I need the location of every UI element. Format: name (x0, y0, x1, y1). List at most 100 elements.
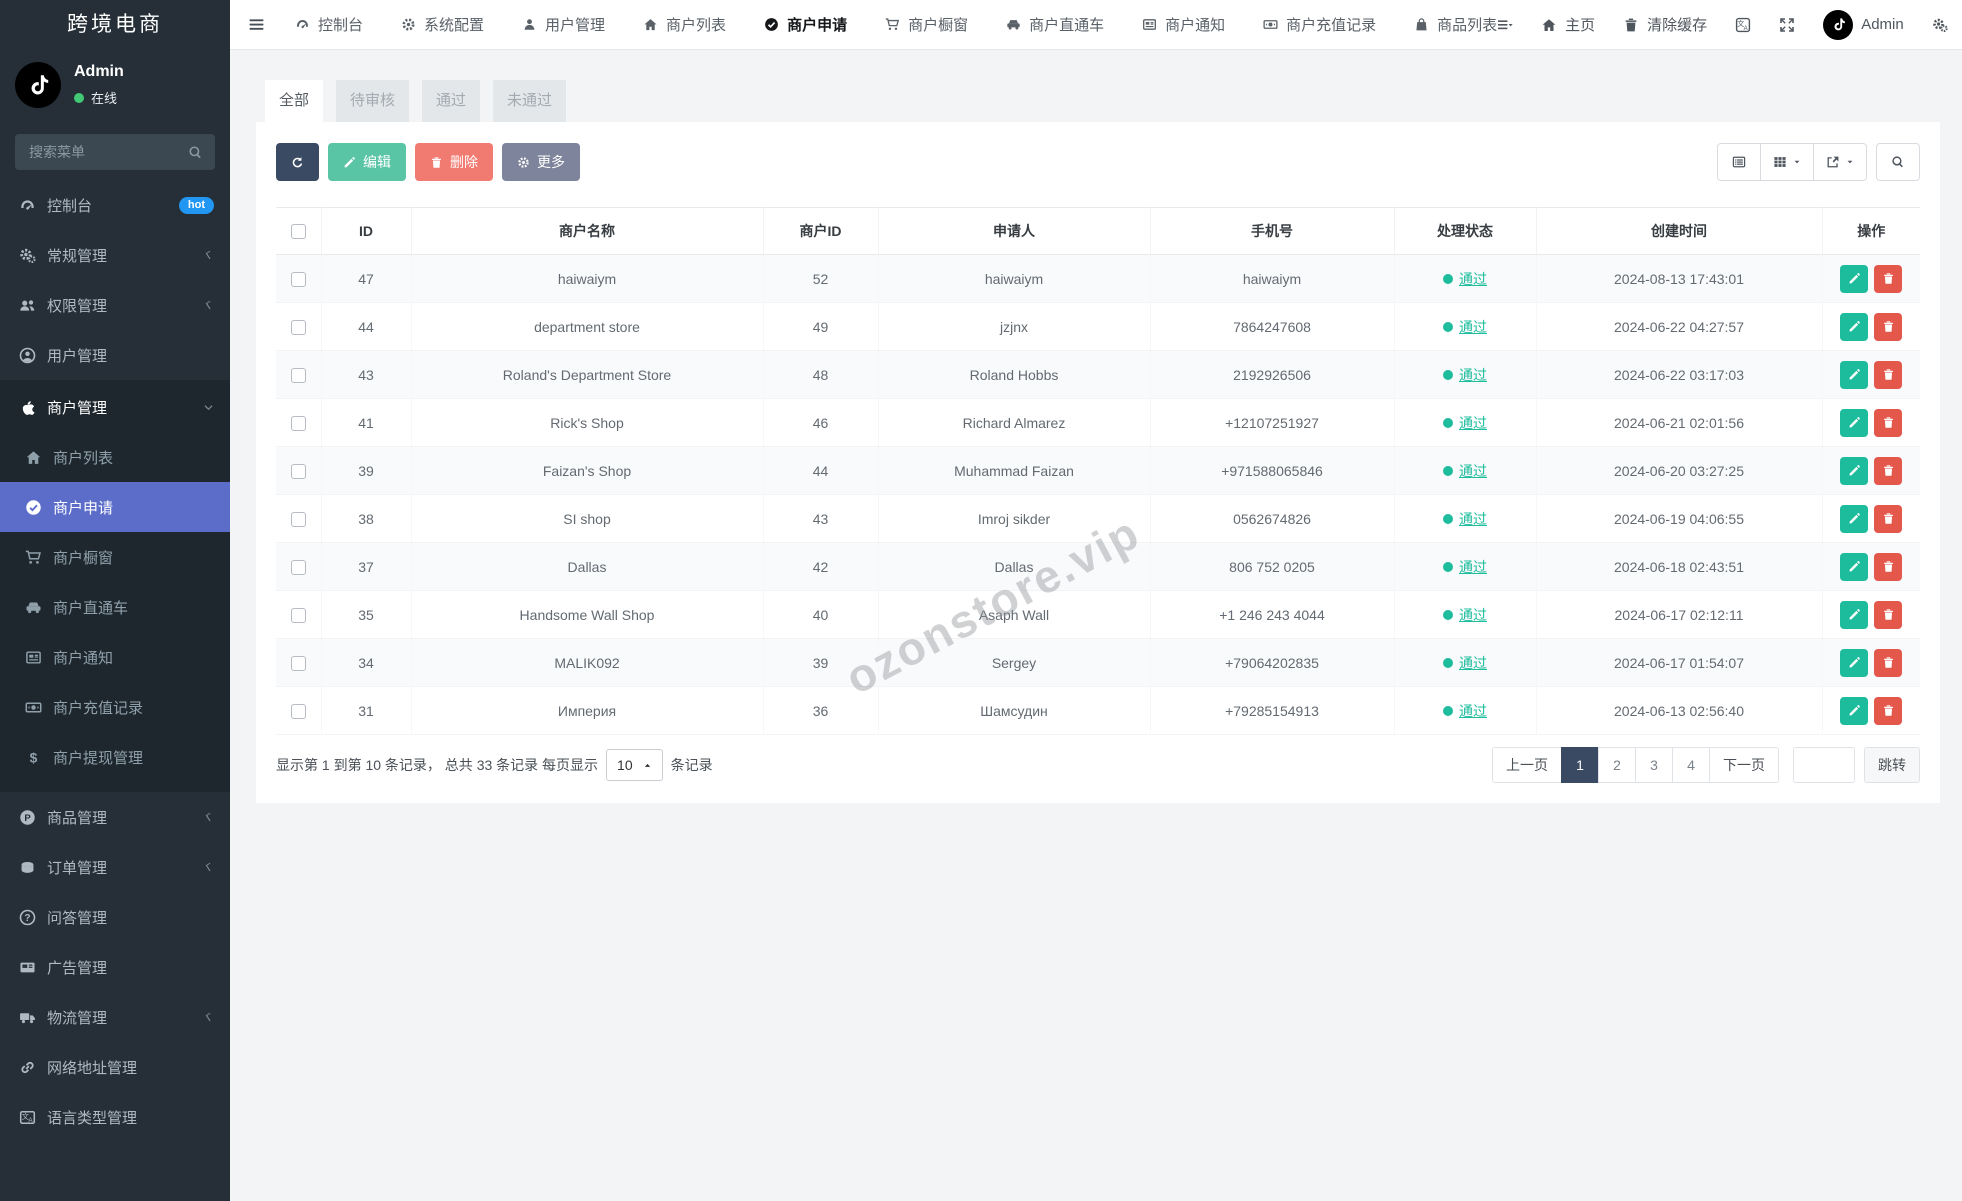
topbar-tab-user-mgmt[interactable]: 用户管理 (522, 14, 605, 35)
sidebar-item-merchant-apply[interactable]: 商户申请 (0, 482, 230, 532)
sidebar-toggle-button[interactable] (248, 16, 265, 33)
row-checkbox[interactable] (290, 559, 306, 575)
row-checkbox[interactable] (290, 511, 306, 527)
status-badge[interactable]: 通过 (1443, 413, 1487, 433)
sidebar-item-merchant-showcase[interactable]: 商户橱窗 (0, 532, 230, 582)
sidebar-item-permission-mgmt[interactable]: 权限管理 (0, 280, 230, 330)
page-button-2[interactable]: 2 (1598, 747, 1636, 783)
topbar-tab-merchant-list[interactable]: 商户列表 (643, 14, 726, 35)
more-button[interactable]: 更多 (502, 143, 580, 181)
page-button-1[interactable]: 1 (1561, 747, 1599, 783)
status-badge[interactable]: 通过 (1443, 605, 1487, 625)
status-badge[interactable]: 通过 (1443, 557, 1487, 577)
search-icon[interactable] (188, 145, 203, 160)
topbar-tab-product-list[interactable]: 商品列表 (1414, 14, 1497, 35)
delete-row-button[interactable] (1874, 648, 1903, 677)
delete-row-button[interactable] (1874, 696, 1903, 725)
topbar-tab-merchant-train[interactable]: 商户直通车 (1006, 14, 1104, 35)
edit-row-button[interactable] (1840, 264, 1869, 293)
sidebar-item-user-mgmt[interactable]: 用户管理 (0, 330, 230, 380)
sidebar-item-merchant-train[interactable]: 商户直通车 (0, 582, 230, 632)
topbar-tab-merchant-recharge[interactable]: 商户充值记录 (1263, 14, 1376, 35)
delete-row-button[interactable] (1874, 456, 1903, 485)
status-badge[interactable]: 通过 (1443, 461, 1487, 481)
status-badge[interactable]: 通过 (1443, 653, 1487, 673)
row-checkbox[interactable] (290, 607, 306, 623)
sidebar-item-url-mgmt[interactable]: 网络地址管理 (0, 1042, 230, 1092)
status-badge[interactable]: 通过 (1443, 509, 1487, 529)
edit-row-button[interactable] (1840, 552, 1869, 581)
row-checkbox[interactable] (290, 319, 306, 335)
delete-row-button[interactable] (1874, 504, 1903, 533)
topbar-nav-list-button[interactable] (1497, 17, 1513, 33)
edit-row-button[interactable] (1840, 504, 1869, 533)
filter-tab-pending[interactable]: 待审核 (336, 80, 410, 122)
topbar-clear-cache-button[interactable]: 清除缓存 (1623, 14, 1707, 35)
page-size-select[interactable]: 10 (606, 749, 663, 781)
filter-tab-rejected[interactable]: 未通过 (493, 80, 567, 122)
topbar-settings-button[interactable] (1932, 17, 1948, 33)
edit-row-button[interactable] (1840, 456, 1869, 485)
row-checkbox[interactable] (290, 271, 306, 287)
delete-row-button[interactable] (1874, 360, 1903, 389)
topbar-fullscreen-button[interactable] (1779, 17, 1795, 33)
column-header-1[interactable]: 商户名称 (410, 207, 764, 255)
column-header-7[interactable]: 操作 (1821, 207, 1920, 255)
topbar-tab-system-config[interactable]: 系统配置 (401, 14, 484, 35)
delete-row-button[interactable] (1874, 408, 1903, 437)
sidebar-item-merchant-mgmt[interactable]: 商户管理 (0, 382, 230, 432)
status-badge[interactable]: 通过 (1443, 701, 1487, 721)
topbar-tab-merchant-showcase[interactable]: 商户橱窗 (885, 14, 968, 35)
search-button[interactable] (1876, 143, 1920, 181)
export-button[interactable] (1813, 143, 1867, 181)
jump-page-input[interactable] (1793, 747, 1855, 783)
page-button-4[interactable]: 4 (1672, 747, 1710, 783)
filter-tab-passed[interactable]: 通过 (422, 80, 481, 122)
sidebar-item-product-mgmt[interactable]: P 商品管理 (0, 792, 230, 842)
edit-row-button[interactable] (1840, 360, 1869, 389)
menu-search-input[interactable] (27, 143, 188, 161)
column-header-0[interactable]: ID (320, 207, 412, 255)
delete-row-button[interactable] (1874, 600, 1903, 629)
jump-button[interactable]: 跳转 (1864, 747, 1920, 783)
prev-page-button[interactable]: 上一页 (1492, 747, 1562, 783)
status-badge[interactable]: 通过 (1443, 269, 1487, 289)
delete-row-button[interactable] (1874, 312, 1903, 341)
sidebar-item-merchant-list[interactable]: 商户列表 (0, 432, 230, 482)
edit-row-button[interactable] (1840, 648, 1869, 677)
columns-button[interactable] (1760, 143, 1814, 181)
column-header-5[interactable]: 处理状态 (1393, 207, 1537, 255)
column-header-3[interactable]: 申请人 (877, 207, 1151, 255)
sidebar-item-logistics-mgmt[interactable]: 物流管理 (0, 992, 230, 1042)
edit-row-button[interactable] (1840, 600, 1869, 629)
select-all-checkbox[interactable] (290, 224, 306, 240)
sidebar-item-general-mgmt[interactable]: 常规管理 (0, 230, 230, 280)
edit-row-button[interactable] (1840, 696, 1869, 725)
row-checkbox[interactable] (290, 367, 306, 383)
topbar-admin-user-button[interactable]: Admin (1823, 9, 1904, 40)
topbar-tab-merchant-apply[interactable]: 商户申请 (764, 14, 847, 35)
delete-row-button[interactable] (1874, 552, 1903, 581)
edit-row-button[interactable] (1840, 312, 1869, 341)
row-checkbox[interactable] (290, 415, 306, 431)
detail-view-button[interactable] (1717, 143, 1761, 181)
edit-button[interactable]: 编辑 (328, 143, 406, 181)
sidebar-item-order-mgmt[interactable]: 订单管理 (0, 842, 230, 892)
delete-button[interactable]: 删除 (415, 143, 493, 181)
column-header-4[interactable]: 手机号 (1149, 207, 1395, 255)
sidebar-item-dashboard[interactable]: 控制台 hot (0, 180, 230, 230)
row-checkbox[interactable] (290, 463, 306, 479)
sidebar-item-merchant-notice[interactable]: 商户通知 (0, 632, 230, 682)
topbar-tab-merchant-notice[interactable]: 商户通知 (1142, 14, 1225, 35)
topbar-tab-dashboard[interactable]: 控制台 (295, 14, 363, 35)
row-checkbox[interactable] (290, 703, 306, 719)
topbar-home-button[interactable]: 主页 (1541, 14, 1595, 35)
column-header-6[interactable]: 创建时间 (1535, 207, 1823, 255)
row-checkbox[interactable] (290, 655, 306, 671)
refresh-button[interactable] (276, 143, 319, 181)
status-badge[interactable]: 通过 (1443, 365, 1487, 385)
sidebar-item-merchant-withdraw[interactable]: $ 商户提现管理 (0, 732, 230, 782)
column-header-2[interactable]: 商户ID (762, 207, 879, 255)
next-page-button[interactable]: 下一页 (1709, 747, 1779, 783)
